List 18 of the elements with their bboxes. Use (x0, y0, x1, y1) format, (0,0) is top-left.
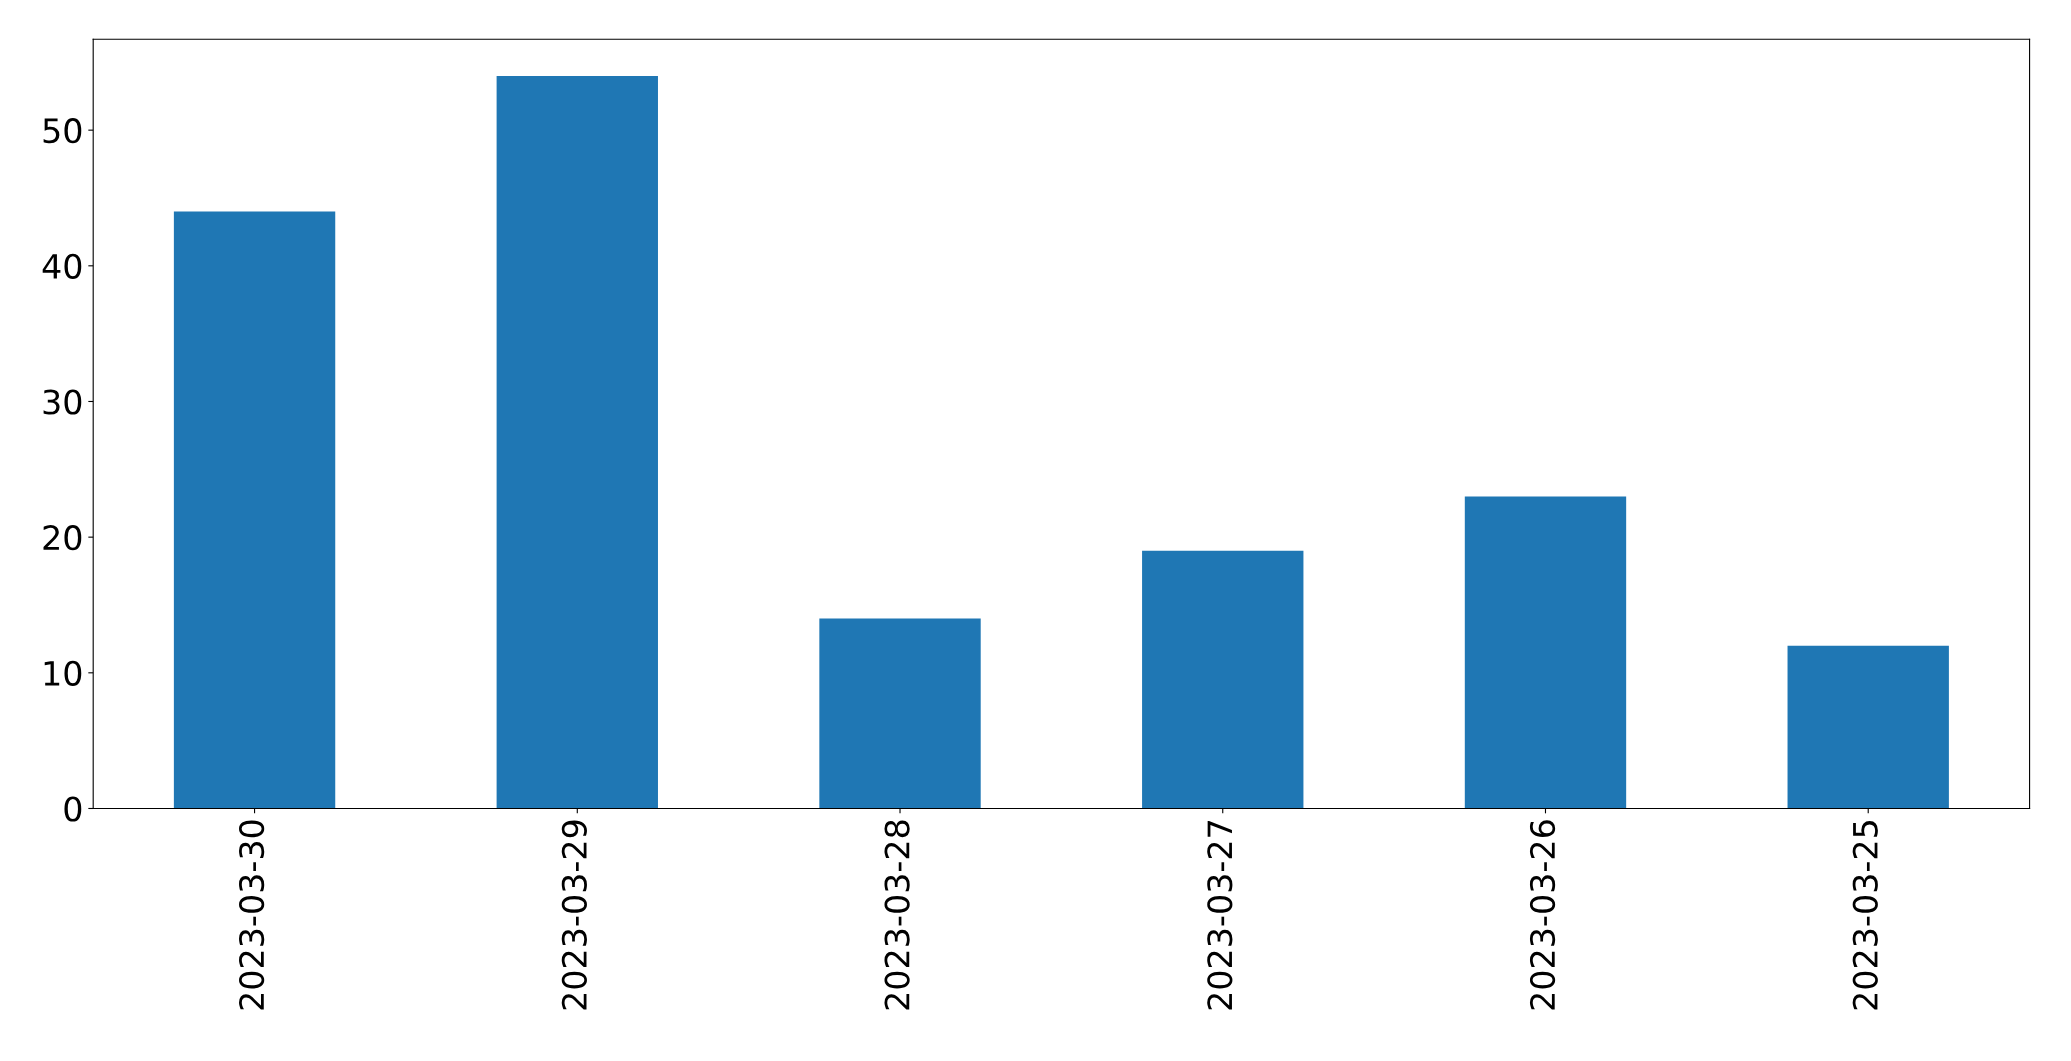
x-tick-label: 2023-03-27 (1207, 821, 1233, 1010)
y-tick-label: 50 (43, 118, 82, 144)
x-tick-label: 2023-03-28 (884, 820, 910, 1010)
bar (173, 211, 336, 809)
y-tick-label: 10 (44, 660, 82, 686)
y-tick-label: 30 (43, 389, 82, 415)
y-tick-label: 20 (43, 525, 82, 551)
bar (1787, 645, 1949, 809)
bar (819, 618, 981, 809)
bar (1464, 496, 1627, 809)
x-tick-label: 2023-03-26 (1529, 820, 1556, 1010)
y-tick-label: 0 (64, 796, 82, 822)
y-tick-label: 40 (42, 253, 82, 279)
x-tick-label: 2023-03-25 (1852, 821, 1878, 1010)
x-tick-label: 2023-03-30 (239, 820, 265, 1010)
bar (496, 75, 658, 809)
x-tick-label: 2023-03-29 (561, 820, 587, 1010)
bar (1142, 550, 1304, 809)
